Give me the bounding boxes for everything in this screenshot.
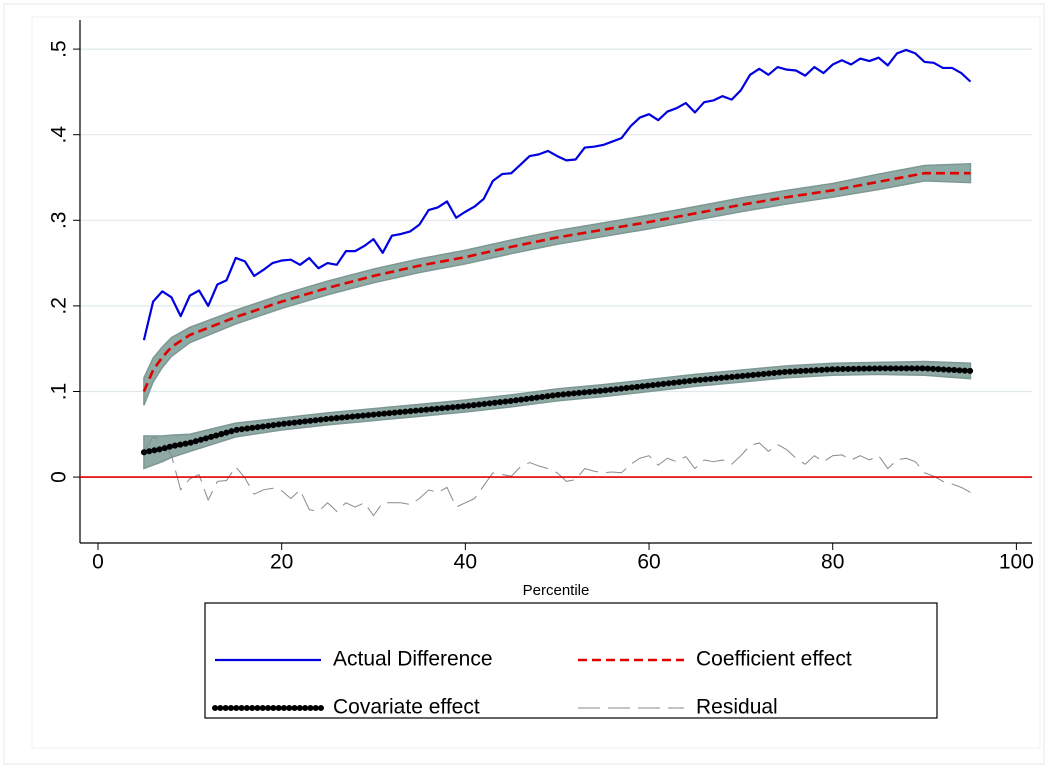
y-tick-label: .2 [48, 297, 71, 315]
y-tick-label: .1 [48, 383, 71, 401]
series-line [140, 365, 974, 456]
legend-label: Actual Difference [333, 648, 493, 671]
legend-label: Residual [696, 696, 778, 719]
x-tick-label: 60 [637, 551, 660, 574]
ci-band [143, 163, 972, 406]
legend-label: Coefficient effect [696, 648, 852, 671]
ci-band [143, 360, 972, 470]
legend [204, 602, 938, 719]
series-line [142, 48, 972, 341]
y-tick-label: .3 [48, 212, 71, 230]
x-tick-label: 100 [999, 551, 1034, 574]
plot-region [31, 16, 1041, 749]
y-tick-label: .4 [48, 126, 71, 144]
x-axis-label: Percentile [523, 582, 590, 599]
x-tick-label: 40 [454, 551, 477, 574]
series-line [143, 436, 971, 517]
x-tick-label: 20 [270, 551, 293, 574]
legend-label: Covariate effect [333, 696, 480, 719]
y-tick-label: 0 [48, 471, 71, 483]
y-tick-label: .5 [48, 40, 71, 58]
x-tick-label: 80 [821, 551, 844, 574]
x-tick-label: 0 [92, 551, 104, 574]
series-line [142, 171, 971, 393]
